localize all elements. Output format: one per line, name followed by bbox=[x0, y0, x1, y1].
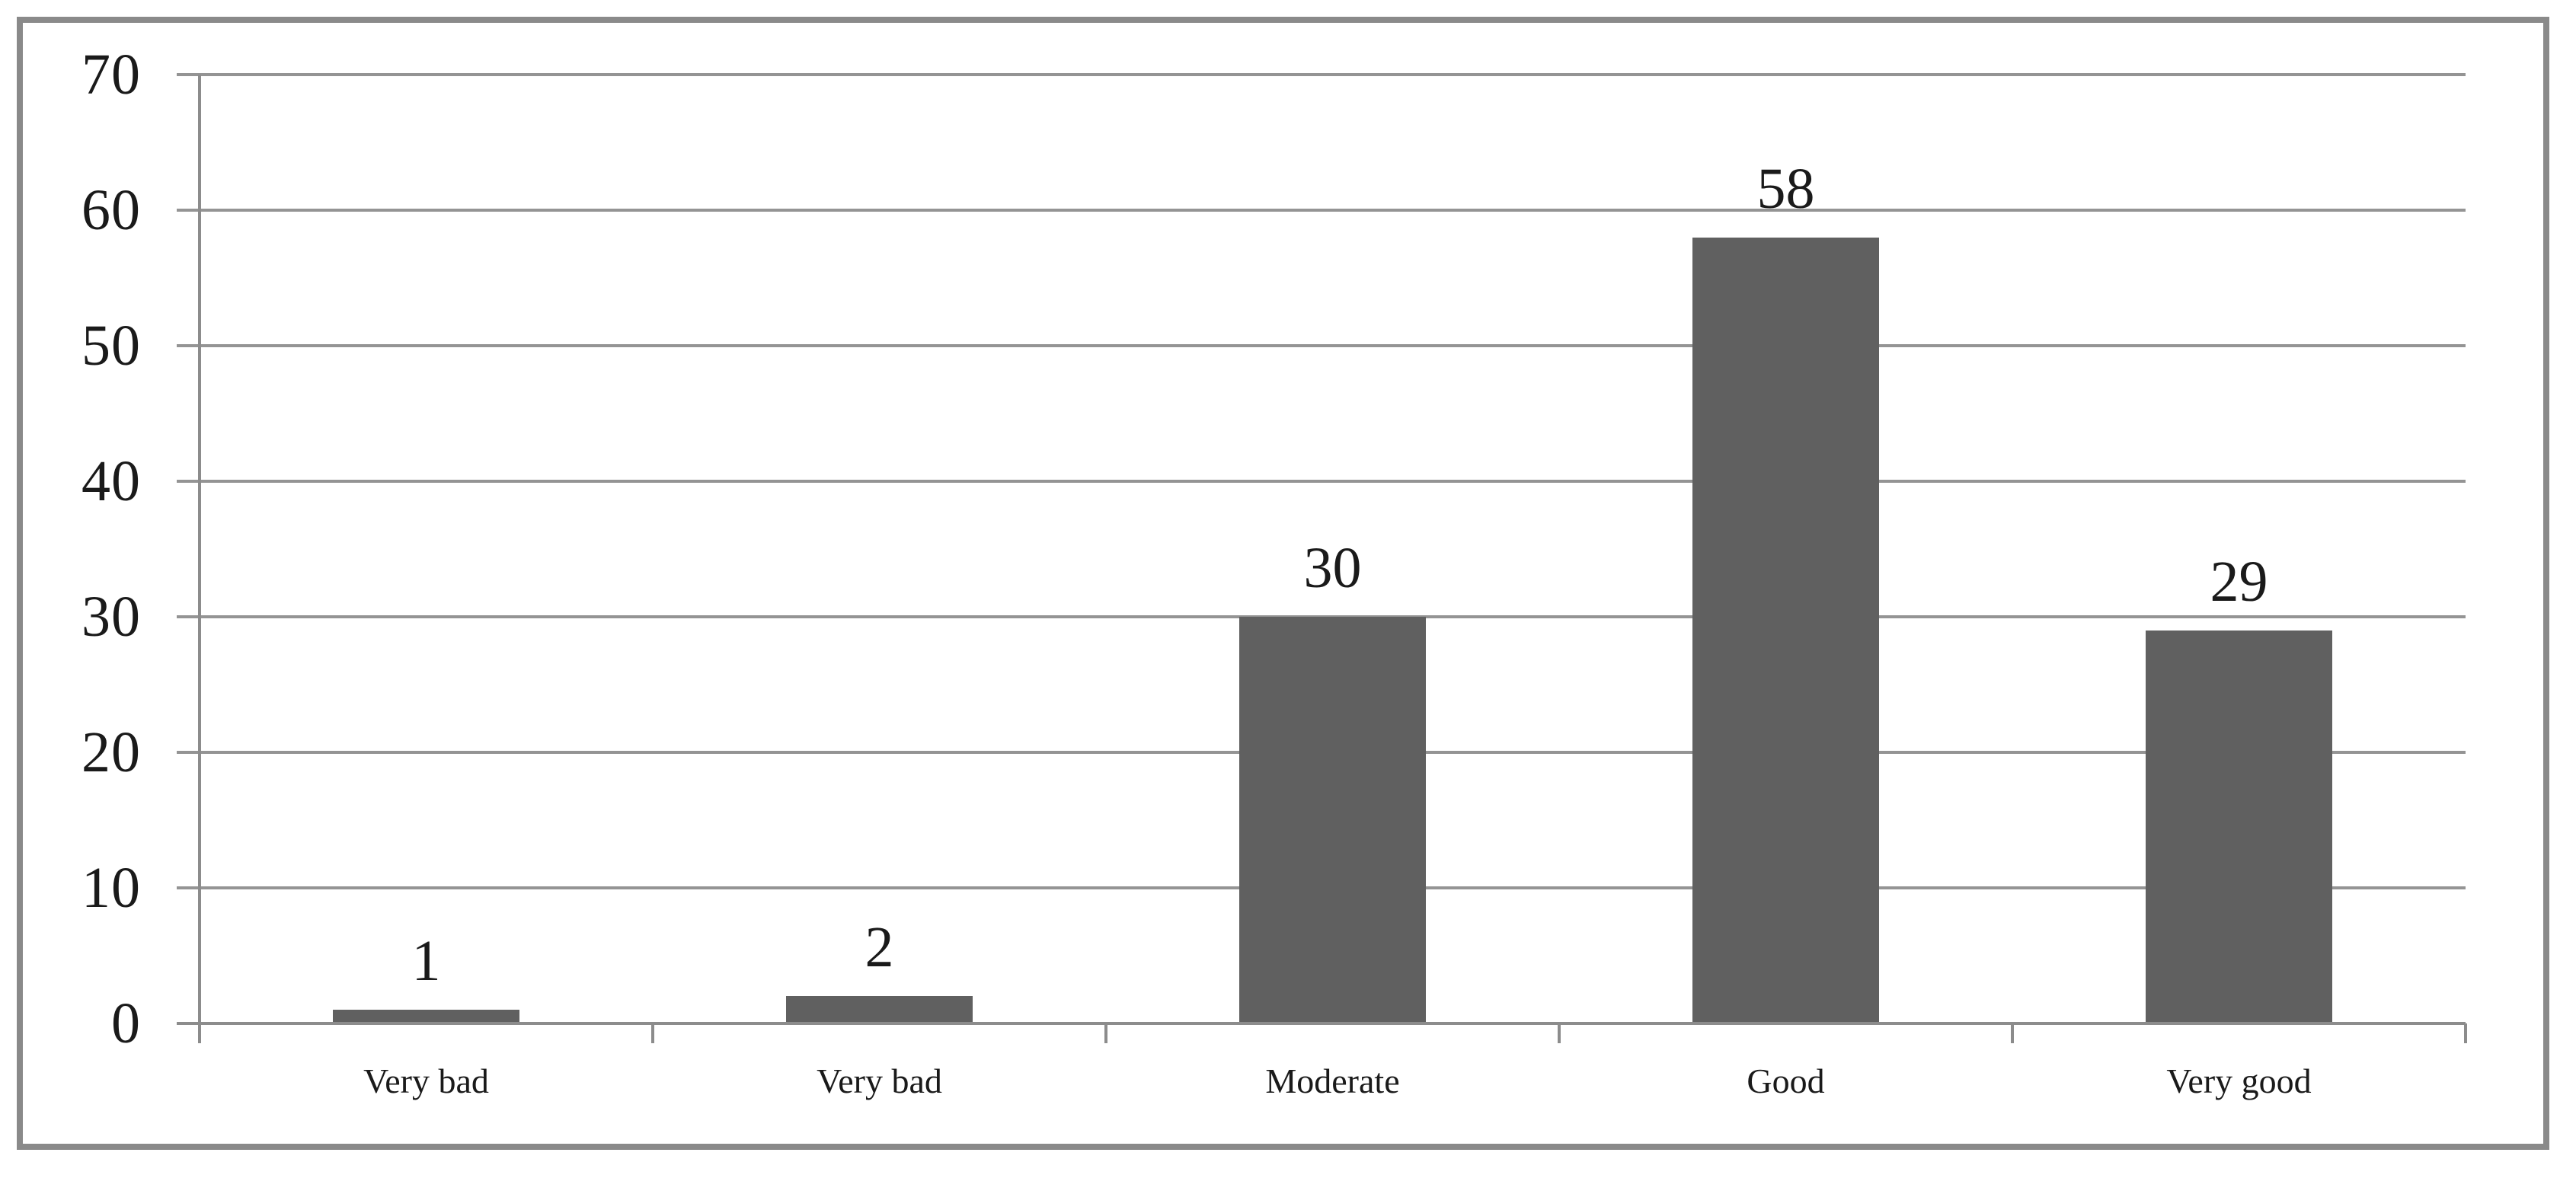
bar-value-label: 58 bbox=[1756, 156, 1815, 221]
bar-value-label: 1 bbox=[411, 929, 441, 994]
x-axis-boundary-tick bbox=[651, 1023, 654, 1043]
y-tick-label-10: 10 bbox=[81, 856, 141, 920]
y-axis-tick-labels: 0 10 20 30 40 50 60 70 bbox=[0, 0, 141, 1178]
category-label-2: Very bad bbox=[817, 1061, 942, 1100]
y-axis-line bbox=[198, 75, 201, 1043]
y-tick-label-30: 30 bbox=[81, 585, 141, 649]
category-label-4: Good bbox=[1747, 1061, 1825, 1100]
category-label-3: Moderate bbox=[1265, 1061, 1400, 1100]
y-tick-label-50: 50 bbox=[81, 314, 141, 378]
bar-2 bbox=[786, 996, 973, 1023]
y-tick-label-40: 40 bbox=[81, 449, 141, 513]
bar-value-label: 2 bbox=[865, 915, 894, 980]
x-axis-category-labels: Very bad Very bad Moderate Good Very good bbox=[200, 1057, 2466, 1125]
x-axis-boundary-tick bbox=[1558, 1023, 1561, 1043]
x-axis-line bbox=[177, 1022, 2466, 1025]
y-tick-label-0: 0 bbox=[111, 991, 141, 1055]
bar-5 bbox=[2146, 630, 2332, 1023]
gridline-40 bbox=[177, 480, 2466, 483]
x-axis-boundary-tick bbox=[198, 1023, 201, 1043]
x-axis-boundary-tick bbox=[2464, 1023, 2467, 1043]
gridline-60 bbox=[177, 209, 2466, 212]
bar-4 bbox=[1692, 237, 1879, 1023]
category-label-1: Very bad bbox=[363, 1061, 489, 1100]
bar-3 bbox=[1239, 617, 1426, 1023]
bar-value-label: 29 bbox=[2210, 549, 2268, 614]
y-tick-label-70: 70 bbox=[81, 43, 141, 107]
gridline-50 bbox=[177, 344, 2466, 347]
bar-1 bbox=[333, 1010, 519, 1023]
y-tick-label-20: 20 bbox=[81, 720, 141, 784]
x-axis-boundary-tick bbox=[1104, 1023, 1107, 1043]
x-axis-boundary-tick bbox=[2011, 1023, 2014, 1043]
category-label-5: Very good bbox=[2166, 1061, 2312, 1100]
y-tick-label-60: 60 bbox=[81, 178, 141, 242]
gridline-70 bbox=[177, 73, 2466, 76]
plot-area: 1 2 30 58 29 bbox=[177, 73, 2467, 1043]
bar-value-label: 30 bbox=[1303, 536, 1362, 600]
